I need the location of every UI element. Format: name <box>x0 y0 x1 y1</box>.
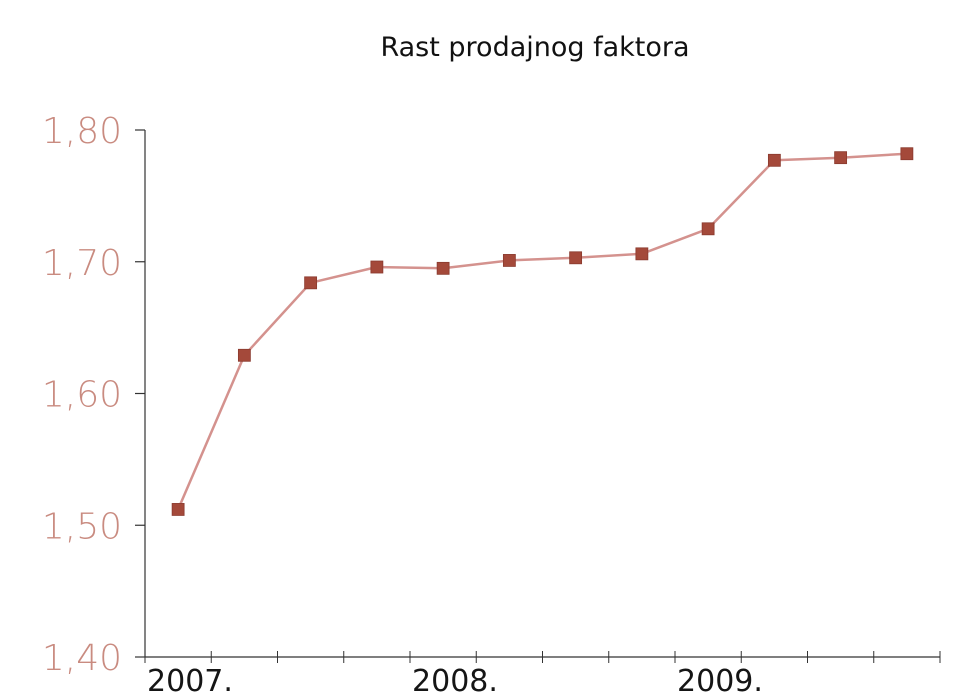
x-tick-labels: 2007. 2008. 2009. <box>147 664 763 697</box>
data-point <box>900 147 914 161</box>
data-point <box>502 254 516 267</box>
x-tick-label: 2009. <box>677 664 763 697</box>
y-tick-labels: 1,40 1,50 1,60 1,70 1,80 <box>42 111 122 679</box>
data-point <box>237 348 251 362</box>
data-point <box>635 247 649 261</box>
series-line <box>176 152 907 510</box>
series-group <box>171 147 914 516</box>
data-point <box>304 276 318 290</box>
data-point <box>370 260 384 274</box>
x-tick-label: 2007. <box>147 664 233 697</box>
data-point <box>436 261 450 275</box>
chart-title: Rast prodajnog faktora <box>380 32 689 63</box>
data-point <box>701 222 715 236</box>
x-tick-label: 2008. <box>412 664 498 697</box>
y-tick-label: 1,60 <box>42 375 122 416</box>
data-point <box>171 503 185 516</box>
y-tick-label: 1,80 <box>42 111 122 152</box>
axes <box>135 129 941 663</box>
data-point <box>767 153 781 167</box>
data-point <box>569 251 583 265</box>
data-point <box>834 151 848 165</box>
y-tick-label: 1,70 <box>42 243 122 284</box>
y-tick-label: 1,40 <box>42 638 122 679</box>
y-tick-label: 1,50 <box>42 506 122 547</box>
